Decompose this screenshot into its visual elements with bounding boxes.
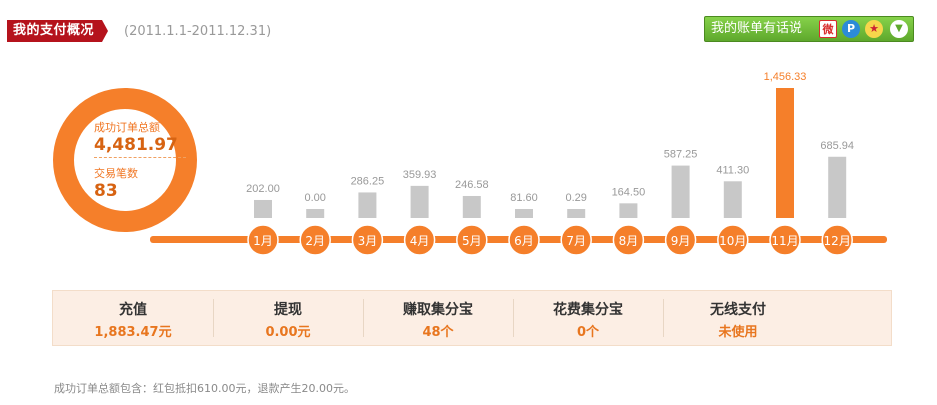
- stat-label: 赚取集分宝: [403, 302, 473, 318]
- summary-stats-bar: 充值 1,883.47元 提现 0.00元 赚取集分宝 48个 花费集分宝 0个…: [52, 290, 892, 346]
- orders-total-value: 4,481.97: [94, 135, 178, 155]
- month-marker[interactable]: [456, 224, 488, 256]
- bar-value-label: 685.94: [820, 140, 854, 152]
- month-marker[interactable]: [821, 224, 853, 256]
- month-marker[interactable]: [403, 224, 436, 256]
- month-label[interactable]: 12月: [824, 234, 851, 248]
- bar-3: [358, 192, 377, 218]
- month-marker[interactable]: [560, 224, 592, 256]
- month-label[interactable]: 2月: [305, 234, 325, 248]
- bar-value-label: 411.30: [716, 164, 749, 176]
- stat-withdraw: 提现 0.00元: [213, 291, 363, 345]
- bar-value-label: 81.60: [510, 192, 538, 204]
- stat-earned-points: 赚取集分宝 48个: [363, 291, 513, 345]
- chevron-down-icon[interactable]: ▼: [890, 20, 908, 38]
- bar-value-label: 587.25: [664, 149, 698, 161]
- bar-10: [723, 181, 742, 218]
- bars-layer: [254, 88, 847, 218]
- stat-value: 48个: [422, 325, 454, 340]
- stat-spent-points: 花费集分宝 0个: [513, 291, 663, 345]
- month-marker[interactable]: [769, 224, 801, 256]
- bar-value-label: 286.25: [351, 175, 385, 187]
- month-label[interactable]: 10月: [719, 234, 746, 248]
- monthly-bar-chart: 202.00 1月 0.00 2月 286.25 3月 359.93 4月 246.58 5月 81…: [150, 71, 887, 256]
- bar-9: [671, 165, 690, 218]
- bar-4: [410, 185, 429, 218]
- stat-label: 提现: [274, 302, 302, 318]
- month-marker[interactable]: [717, 224, 749, 256]
- stat-divider: [663, 299, 664, 337]
- month-label[interactable]: 1月: [253, 234, 273, 248]
- stat-mobile-pay: 无线支付 未使用: [663, 291, 813, 345]
- date-range: (2011.1.1-2011.12.31): [124, 24, 272, 39]
- sina-weibo-icon[interactable]: 微: [819, 20, 837, 38]
- bar-6: [515, 209, 533, 218]
- bar-12: [828, 156, 847, 218]
- transaction-count-value: 83: [94, 181, 118, 201]
- bar-2: [306, 209, 325, 218]
- stat-recharge: 充值 1,883.47元: [53, 291, 213, 345]
- labels-layer: 202.00 1月 0.00 2月 286.25 3月 359.93 4月 246.58 5月 81…: [246, 71, 854, 256]
- bar-value-label: 164.50: [612, 186, 646, 198]
- stat-label: 充值: [119, 302, 147, 318]
- stat-divider: [213, 299, 214, 337]
- month-marker[interactable]: [247, 224, 279, 256]
- month-label[interactable]: 3月: [358, 234, 378, 248]
- stat-value: 0个: [576, 325, 600, 340]
- bar-1: [254, 199, 272, 218]
- p-icon[interactable]: P: [842, 20, 860, 38]
- bar-value-label: 0.29: [565, 192, 586, 204]
- bar-5: [462, 195, 481, 218]
- bar-value-label: 359.93: [403, 169, 437, 181]
- month-marker[interactable]: [508, 224, 540, 256]
- ring-divider: [94, 157, 186, 158]
- bar-11: [776, 88, 794, 218]
- stat-value: 未使用: [718, 325, 758, 340]
- page-title: 我的支付概况: [7, 20, 109, 42]
- month-label[interactable]: 7月: [566, 234, 586, 248]
- bill-toolbar: 我的账单有话说 微 P ★ ▼: [704, 16, 914, 42]
- bar-value-label: 202.00: [246, 183, 280, 195]
- stat-label: 花费集分宝: [553, 302, 623, 318]
- month-label[interactable]: 11月: [771, 234, 798, 248]
- month-label[interactable]: 5月: [462, 234, 482, 248]
- month-marker[interactable]: [612, 224, 645, 256]
- bar-value-label: 246.58: [455, 179, 489, 191]
- transaction-count-label: 交易笔数: [94, 167, 138, 180]
- stat-value: 1,883.47元: [94, 325, 172, 340]
- bar-7: [567, 209, 586, 218]
- stat-label: 无线支付: [710, 302, 766, 318]
- bill-comment-button[interactable]: 我的账单有话说: [711, 21, 803, 36]
- month-label[interactable]: 9月: [671, 234, 691, 248]
- month-label[interactable]: 4月: [410, 234, 430, 248]
- month-marker[interactable]: [299, 224, 331, 256]
- month-label[interactable]: 6月: [514, 234, 534, 248]
- month-label[interactable]: 8月: [619, 234, 639, 248]
- summary-ring: [53, 88, 197, 232]
- star-icon[interactable]: ★: [865, 20, 883, 38]
- stat-value: 0.00元: [265, 325, 311, 340]
- stat-divider: [363, 299, 364, 337]
- orders-total-label: 成功订单总额: [94, 121, 160, 134]
- footnote: 成功订单总额包含：红包抵扣610.00元，退款产生20.00元。: [54, 382, 355, 395]
- bar-value-label: 0.00: [304, 192, 325, 204]
- stat-divider: [513, 299, 514, 337]
- bar-value-label: 1,456.33: [764, 71, 807, 83]
- month-marker[interactable]: [351, 224, 384, 256]
- bar-8: [619, 203, 638, 218]
- month-marker[interactable]: [664, 224, 697, 256]
